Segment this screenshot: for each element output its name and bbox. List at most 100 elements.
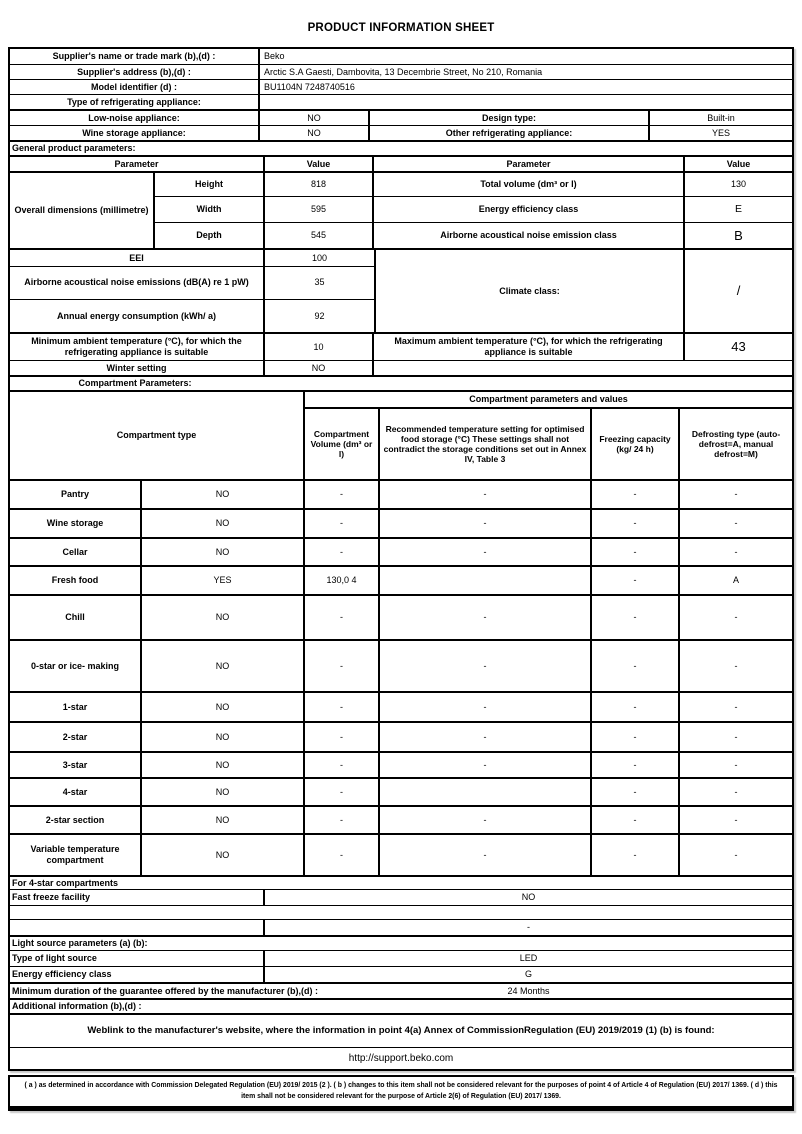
model-identifier-row: Model identifier (d) : BU1104N 724874051… (10, 79, 792, 94)
low-noise-row: Low-noise appliance: NO Design type: Bui… (10, 109, 792, 125)
supplier-address-value: Arctic S.A Gaesti, Dambovita, 13 Decembr… (264, 66, 543, 77)
compartment-temp-cell: - (380, 807, 592, 833)
other-refrigerating-value: YES (711, 127, 730, 138)
acoustic-noise-value: 35 (314, 277, 325, 288)
compartment-freezing-cell: - (592, 693, 680, 721)
compartment-type-cell: 0-star or ice- making (10, 641, 142, 691)
fast-freeze-row: Fast freeze facility NO (10, 889, 792, 905)
compartment-present-cell: YES (142, 567, 305, 594)
empty-cell (10, 906, 792, 919)
height-row: Height 818 Total volume (dm³ or l) 130 (155, 173, 792, 197)
light-section-label: Light source parameters (a) (b): (12, 938, 148, 949)
dash-row-value: - (527, 922, 530, 933)
compartment-freezing-cell: - (592, 835, 680, 875)
weblink-url-row: http://support.beko.com (10, 1047, 792, 1069)
min-ambient-value: 10 (265, 334, 374, 360)
guarantee-row: Minimum duration of the guarantee offere… (10, 982, 792, 998)
compartment-freezing-cell: - (592, 510, 680, 537)
compartment-row-4-star: 4-star NO - - - (10, 777, 792, 805)
general-parameters-section-label: General product parameters: (12, 143, 136, 154)
compartment-defrost-cell: - (734, 759, 738, 770)
noise-class-value: B (734, 227, 743, 243)
appliance-type-value (260, 95, 792, 109)
dash-row-empty-label (10, 920, 265, 935)
compartment-type-cell: Cellar (10, 539, 142, 565)
max-ambient-value: 43 (731, 339, 746, 355)
compartment-present-cell: NO (142, 807, 305, 833)
compartment-temp-cell: - (380, 596, 592, 639)
compartment-present-cell: NO (142, 641, 305, 691)
light-type-row: Type of light source LED (10, 950, 792, 966)
dimensions-block: Overall dimensions (millimetre) Height 8… (10, 171, 792, 248)
acoustic-noise-label: Airborne acoustical noise emissions (dB(… (10, 266, 265, 299)
compartment-volume-cell: - (305, 807, 380, 833)
design-type-value: Built-in (707, 112, 735, 123)
wine-storage-label: Wine storage appliance: (10, 126, 260, 140)
compartment-volume-cell: - (305, 835, 380, 875)
supplier-address-row: Supplier's address (b),(d) : Arctic S.A … (10, 64, 792, 79)
design-type-label: Design type: (370, 111, 650, 125)
footnote-box: ( a ) as determined in accordance with C… (8, 1075, 794, 1112)
ambient-temperature-row: Minimum ambient temperature (°C), for wh… (10, 332, 792, 360)
guarantee-value: 24 Months (507, 986, 550, 996)
compartment-temp-cell: - (380, 753, 592, 777)
compartment-defrost-cell: - (734, 731, 738, 742)
compartment-row-3-star: 3-star NO - - - - (10, 751, 792, 777)
compartment-row-1-star: 1-star NO - - - - (10, 691, 792, 721)
light-class-value: G (524, 969, 532, 980)
general-parameters-section-row: General product parameters: (10, 140, 792, 155)
compartment-volume-cell: - (305, 510, 380, 537)
climate-class-value: / (736, 283, 741, 299)
compartment-row-fresh-food: Fresh food YES 130,0 4 - A (10, 565, 792, 594)
winter-setting-row: Winter setting NO (10, 360, 792, 375)
value-header-left: Value (265, 157, 374, 171)
other-refrigerating-label: Other refrigerating appliance: (370, 126, 650, 140)
annual-energy-label: Annual energy consumption (kWh/ a) (10, 299, 265, 332)
compartment-temp-cell: - (380, 723, 592, 751)
depth-value: 545 (265, 222, 374, 248)
light-class-row: Energy efficiency class G (10, 966, 792, 982)
supplier-name-value: Beko (264, 51, 285, 62)
compartment-defrost-cell: - (734, 849, 738, 860)
compartment-row-chill: Chill NO - - - - (10, 594, 792, 639)
height-value: 818 (265, 173, 374, 197)
compartment-type-cell: 1-star (10, 693, 142, 721)
light-type-label: Type of light source (10, 951, 265, 966)
acoustic-noise-row: Airborne acoustical noise emissions (dB(… (10, 265, 374, 299)
compartment-freezing-cell: - (592, 779, 680, 805)
compartment-freezing-cell: - (592, 596, 680, 639)
winter-setting-value: NO (265, 361, 374, 375)
compartment-type-cell: 3-star (10, 753, 142, 777)
compartment-temp-cell (380, 567, 592, 594)
light-section-row: Light source parameters (a) (b): (10, 935, 792, 950)
compartment-defrost-cell: - (734, 660, 738, 671)
appliance-type-row: Type of refrigerating appliance: (10, 94, 792, 109)
compartment-type-cell: Pantry (10, 481, 142, 508)
compartment-temp-cell: - (380, 641, 592, 691)
compartment-present-cell: NO (142, 481, 305, 508)
compartment-volume-cell: - (305, 779, 380, 805)
compartment-freezing-cell: - (592, 481, 680, 508)
compartment-row-pantry: Pantry NO - - - - (10, 479, 792, 508)
additional-info-label: Additional information (b),(d) : (12, 1001, 142, 1012)
width-value: 595 (265, 197, 374, 222)
depth-row: Depth 545 Airborne acoustical noise emis… (155, 221, 792, 248)
eei-value: 100 (311, 252, 328, 263)
compartment-defrost-cell: A (732, 575, 739, 586)
compartment-defrost-cell: - (734, 814, 738, 825)
four-star-section-label: For 4-star compartments (12, 877, 119, 888)
parameter-header-row: Parameter Value Parameter Value (10, 155, 792, 171)
compartment-row-0-star-or-ice-making: 0-star or ice- making NO - - - - (10, 639, 792, 691)
annual-energy-row: Annual energy consumption (kWh/ a) 92 (10, 298, 374, 332)
eei-row: EEI 100 (10, 250, 374, 266)
compartment-present-cell: NO (142, 779, 305, 805)
compartment-row-wine-storage: Wine storage NO - - - - (10, 508, 792, 537)
overall-dimensions-label: Overall dimensions (millimetre) (10, 173, 155, 248)
eei-climate-block: EEI 100 Airborne acoustical noise emissi… (10, 248, 792, 332)
weblink-row: Weblink to the manufacturer's website, w… (10, 1013, 792, 1047)
compartment-defrost-cell: - (734, 786, 738, 797)
depth-label: Depth (155, 222, 265, 248)
compartment-volume-cell: - (305, 539, 380, 565)
winter-setting-label: Winter setting (10, 361, 265, 375)
compartment-defrost-cell: - (734, 612, 738, 623)
